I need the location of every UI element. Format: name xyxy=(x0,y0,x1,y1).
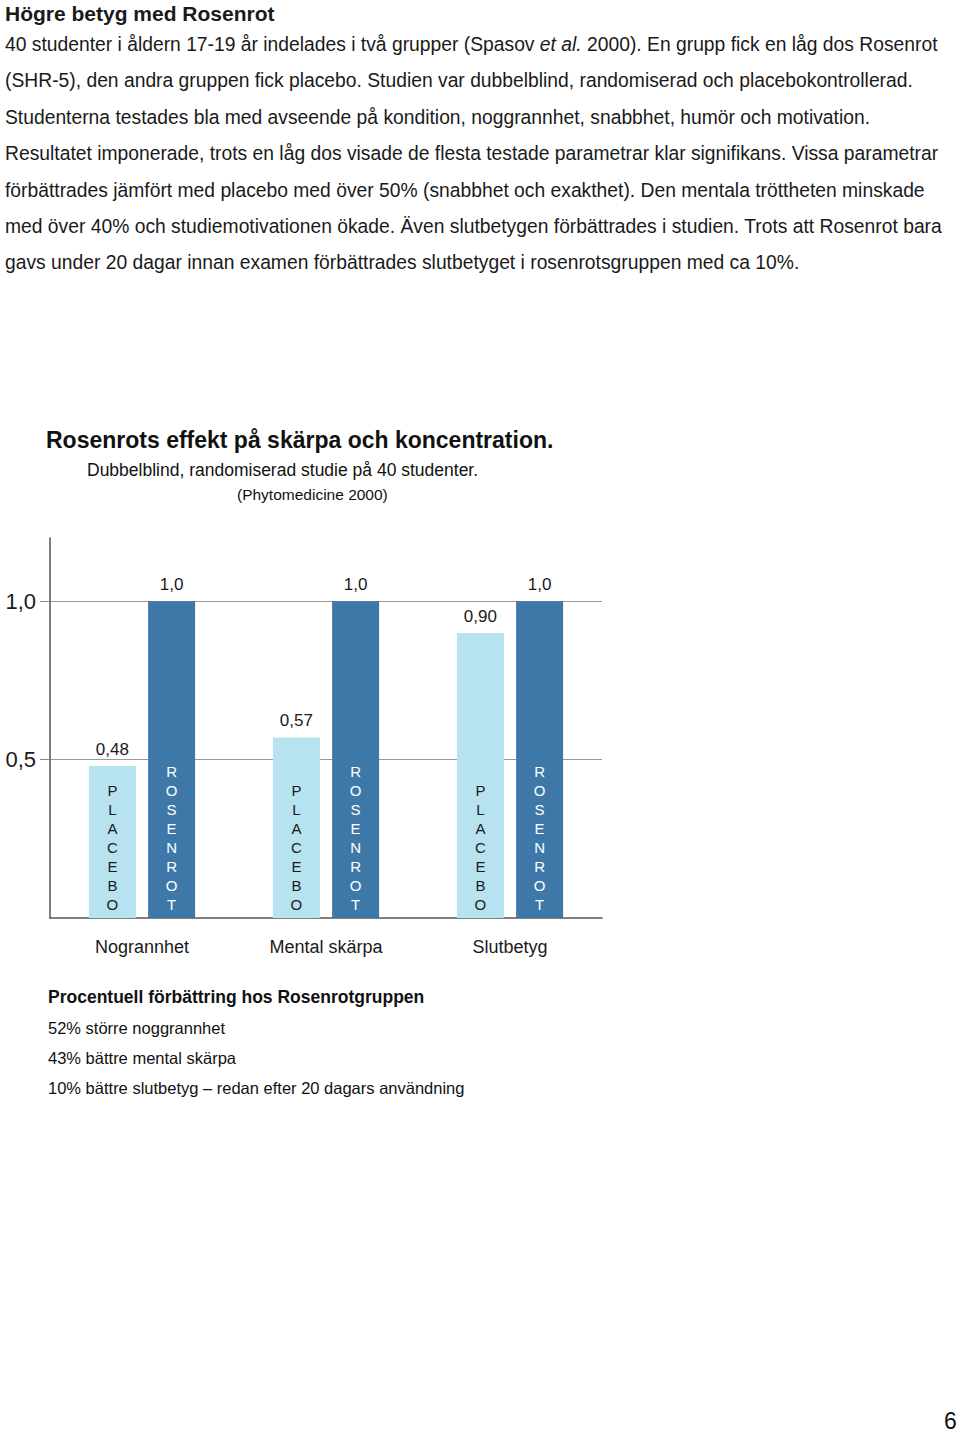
svg-text:1,0: 1,0 xyxy=(5,589,36,614)
svg-text:B: B xyxy=(107,877,117,894)
svg-text:E: E xyxy=(535,820,545,837)
html-text:6: 6 xyxy=(944,1408,957,1434)
html-text:Procentuell förbättring hos Ro: Procentuell förbättring hos Rosenrotgrup… xyxy=(48,987,425,1007)
svg-text:B: B xyxy=(475,877,485,894)
html-text:40 studenter i åldern 17-19 år: 40 studenter i åldern 17-19 år indelades… xyxy=(5,34,938,128)
svg-text:A: A xyxy=(291,820,301,837)
svg-text:N: N xyxy=(534,839,545,856)
svg-text:R: R xyxy=(534,858,545,875)
svg-text:N: N xyxy=(350,839,361,856)
svg-text:R: R xyxy=(350,763,361,780)
svg-text:A: A xyxy=(475,820,485,837)
svg-text:O: O xyxy=(475,896,487,913)
svg-text:B: B xyxy=(291,877,301,894)
svg-text:R: R xyxy=(166,763,177,780)
svg-text:C: C xyxy=(475,839,486,856)
svg-text:C: C xyxy=(291,839,302,856)
html-text:Högre betyg med Rosenrot: Högre betyg med Rosenrot xyxy=(5,2,275,25)
svg-text:P: P xyxy=(291,782,301,799)
svg-text:Slutbetyg: Slutbetyg xyxy=(472,937,547,957)
html-text:Resultatet imponerade, trots e: Resultatet imponerade, trots en låg dos … xyxy=(5,143,942,274)
svg-text:O: O xyxy=(166,877,178,894)
svg-text:1,0: 1,0 xyxy=(344,575,368,594)
html-text:52% större noggrannhet: 52% större noggrannhet xyxy=(48,1019,225,1037)
svg-text:E: E xyxy=(351,820,361,837)
svg-text:O: O xyxy=(291,896,303,913)
svg-text:O: O xyxy=(107,896,119,913)
svg-text:T: T xyxy=(535,896,544,913)
svg-text:S: S xyxy=(351,801,361,818)
svg-text:Mental skärpa: Mental skärpa xyxy=(269,937,383,957)
svg-text:O: O xyxy=(350,877,362,894)
svg-text:0,90: 0,90 xyxy=(464,607,497,626)
svg-text:0,48: 0,48 xyxy=(96,740,129,759)
svg-text:P: P xyxy=(107,782,117,799)
svg-text:S: S xyxy=(535,801,545,818)
svg-text:O: O xyxy=(534,877,546,894)
html-text:10% bättre slutbetyg – redan e: 10% bättre slutbetyg – redan efter 20 da… xyxy=(48,1079,465,1097)
svg-text:L: L xyxy=(476,801,484,818)
svg-text:T: T xyxy=(351,896,360,913)
html-text:Dubbelblind, randomiserad stud: Dubbelblind, randomiserad studie på 40 s… xyxy=(87,460,479,480)
svg-text:1,0: 1,0 xyxy=(528,575,552,594)
svg-text:P: P xyxy=(475,782,485,799)
svg-text:R: R xyxy=(534,763,545,780)
svg-text:1,0: 1,0 xyxy=(160,575,184,594)
html-text:(Phytomedicine 2000): (Phytomedicine 2000) xyxy=(237,486,388,503)
svg-text:E: E xyxy=(475,858,485,875)
html-text:Rosenrots effekt på skärpa och: Rosenrots effekt på skärpa och koncentra… xyxy=(46,427,554,453)
svg-text:E: E xyxy=(107,858,117,875)
svg-text:E: E xyxy=(167,820,177,837)
svg-text:0,5: 0,5 xyxy=(5,747,36,772)
html-text:43% bättre mental skärpa: 43% bättre mental skärpa xyxy=(48,1049,236,1067)
svg-text:Nogrannhet: Nogrannhet xyxy=(95,937,189,957)
svg-text:R: R xyxy=(350,858,361,875)
svg-text:L: L xyxy=(108,801,116,818)
svg-text:E: E xyxy=(291,858,301,875)
svg-text:R: R xyxy=(166,858,177,875)
svg-text:0,57: 0,57 xyxy=(280,711,313,730)
svg-text:A: A xyxy=(107,820,117,837)
svg-text:L: L xyxy=(292,801,300,818)
svg-text:S: S xyxy=(167,801,177,818)
svg-text:N: N xyxy=(166,839,177,856)
svg-text:O: O xyxy=(166,782,178,799)
svg-text:O: O xyxy=(350,782,362,799)
svg-text:C: C xyxy=(107,839,118,856)
svg-text:O: O xyxy=(534,782,546,799)
svg-text:T: T xyxy=(167,896,176,913)
